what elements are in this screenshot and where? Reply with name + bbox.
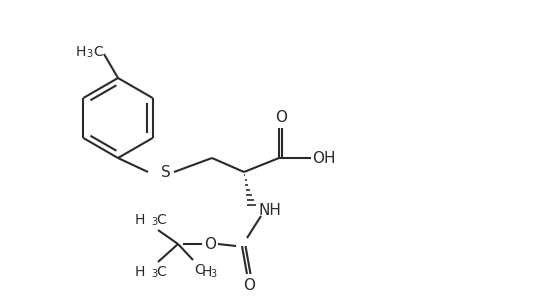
Text: H: H bbox=[202, 265, 212, 279]
Text: 3: 3 bbox=[151, 217, 157, 227]
Text: C: C bbox=[156, 265, 166, 279]
Text: C: C bbox=[194, 263, 204, 277]
Text: H: H bbox=[76, 45, 86, 59]
Text: 3: 3 bbox=[86, 49, 92, 59]
Text: C: C bbox=[156, 213, 166, 227]
Text: 3: 3 bbox=[210, 269, 216, 279]
Text: NH: NH bbox=[259, 202, 282, 217]
Text: H: H bbox=[135, 265, 145, 279]
Text: O: O bbox=[275, 110, 287, 124]
Text: S: S bbox=[161, 164, 171, 180]
Text: O: O bbox=[204, 237, 216, 252]
Text: 3: 3 bbox=[151, 269, 157, 279]
Text: OH: OH bbox=[312, 151, 336, 165]
Text: C: C bbox=[93, 45, 103, 59]
Text: H: H bbox=[135, 213, 145, 227]
Text: O: O bbox=[243, 278, 255, 293]
